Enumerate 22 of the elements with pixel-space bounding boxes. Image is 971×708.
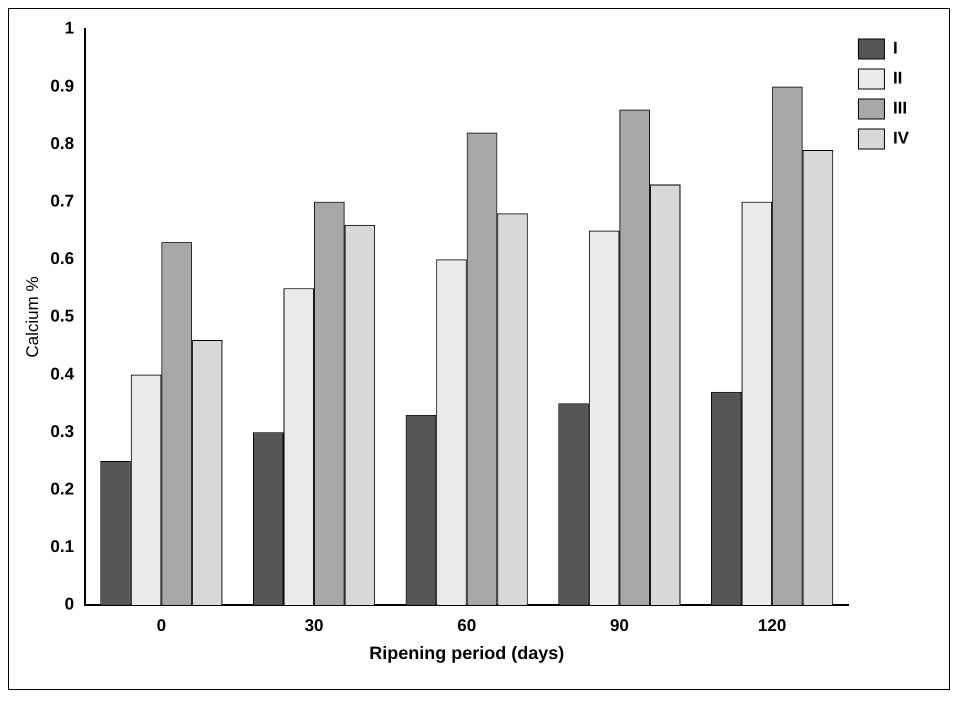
x-tick-label: 30 [304, 616, 324, 635]
y-tick-label: 0.1 [50, 537, 74, 556]
legend-label: II [892, 68, 902, 88]
x-tick-label: 90 [610, 616, 629, 635]
x-axis-title: Ripening period (days) [369, 643, 564, 664]
y-tick-label: 0.3 [50, 422, 74, 441]
legend-label: IV [892, 128, 910, 148]
y-tick-label: 0.5 [50, 306, 74, 326]
y-tick-label: 0.8 [50, 134, 74, 153]
y-tick-label: 0.9 [50, 76, 74, 96]
y-axis-title: Calcium % [22, 276, 42, 358]
x-tick-label: 0 [156, 616, 166, 635]
y-tick-label: 0.7 [50, 191, 74, 210]
y-tick-label: 0.2 [50, 479, 74, 498]
x-tick-label: 60 [457, 616, 476, 635]
y-tick-label: 0.6 [50, 249, 74, 268]
y-tick-label: 0 [64, 594, 74, 614]
x-tick-label: 120 [758, 616, 786, 635]
legend-label: I [892, 38, 898, 58]
legend-label: III [892, 98, 908, 118]
y-tick-label: 1 [64, 18, 74, 38]
y-tick-label: 0.4 [50, 364, 75, 384]
